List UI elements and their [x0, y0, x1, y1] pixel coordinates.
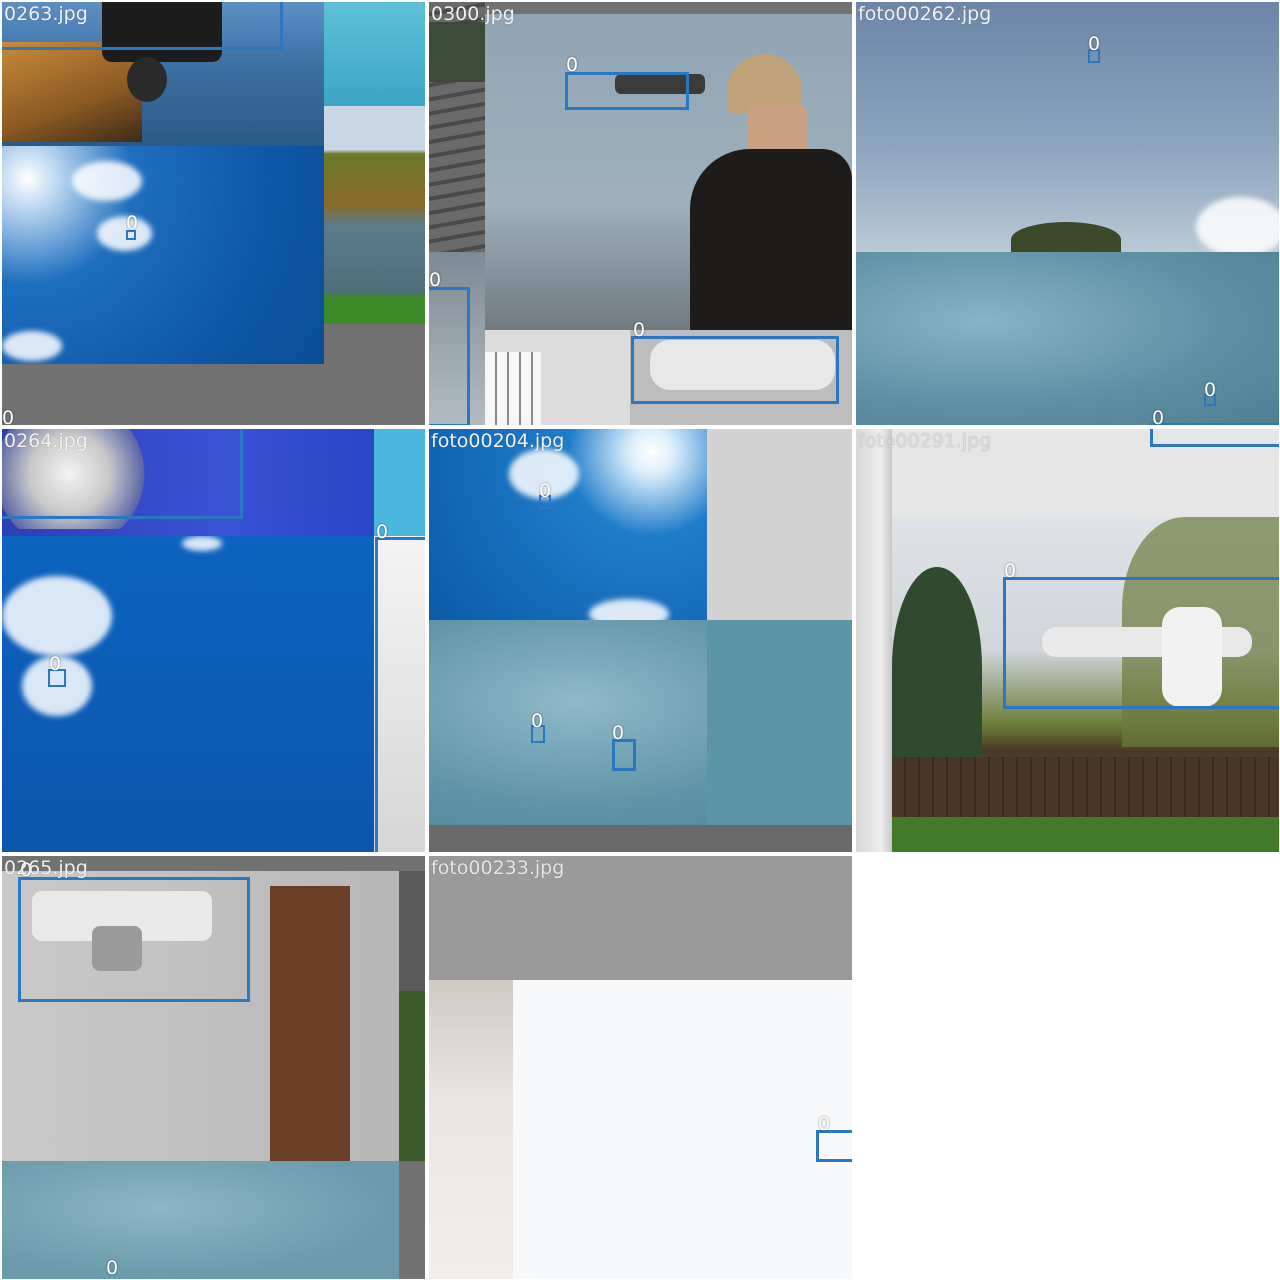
- mosaic-tile-foto00204: 0 0 0 foto00204.jpg: [429, 429, 852, 852]
- mosaic-tile-0300: 0 0 0 0300.jpg: [429, 2, 852, 425]
- detection-box: [375, 537, 425, 852]
- class-label: 0: [1004, 560, 1017, 582]
- detection-box: [2, 429, 243, 519]
- class-label: 0: [531, 710, 544, 732]
- tile-filename: foto00291.jpg: [858, 430, 992, 452]
- tile-filename: 0263.jpg: [4, 3, 88, 25]
- detection-box: [2, 2, 283, 50]
- sun-sky-image: [429, 429, 707, 620]
- bright-sky-image: [513, 980, 852, 1279]
- grey-pad: [429, 825, 852, 852]
- class-label: 0: [539, 480, 552, 502]
- detection-box: [539, 495, 551, 509]
- mosaic-tile-0264: 0 0 0264.jpg: [2, 429, 425, 852]
- person-flying-drone-image: [485, 14, 852, 330]
- class-label: 0: [633, 319, 646, 341]
- class-label: 0: [1088, 33, 1101, 55]
- cloudy-sky-image: [856, 252, 1279, 425]
- tile-filename: foto00233.jpg: [431, 857, 565, 879]
- blue-sky-image: [2, 146, 324, 364]
- wall-strip-image: [856, 429, 892, 852]
- class-label: 0: [376, 521, 389, 543]
- detection-box: [565, 72, 689, 110]
- mosaic-tile-0263: 0 0 0263.jpg: [2, 2, 425, 425]
- class-label: 0: [20, 859, 33, 881]
- detection-box: [816, 1130, 852, 1162]
- grey-pad: [707, 429, 852, 620]
- detection-box: [126, 230, 136, 240]
- mosaic-tile-0265: 0 0 0265.jpg: [2, 856, 425, 1279]
- sky-strip-image: [324, 2, 425, 106]
- tile-filename: foto00262.jpg: [858, 3, 992, 25]
- class-label: 0: [566, 54, 579, 76]
- tile-filename: 0300.jpg: [431, 3, 515, 25]
- river-image: [324, 106, 425, 324]
- detection-box: [1003, 577, 1279, 709]
- class-label: 0: [612, 722, 625, 744]
- blue-sky-image: [2, 536, 374, 852]
- class-label: 0: [1204, 379, 1217, 401]
- indoor-drone-image: [2, 871, 399, 1161]
- white-drone-image: [630, 330, 852, 425]
- tile-filename: 0265.jpg: [4, 857, 88, 879]
- cloudy-sky-image: [2, 1161, 399, 1279]
- window-image: [485, 330, 630, 425]
- mosaic-tile-foto00233: 0 foto00233.jpg: [429, 856, 852, 1279]
- sky-image: [856, 2, 1279, 252]
- detection-box: [429, 287, 470, 425]
- dark-pad: [399, 871, 425, 991]
- detection-box: [1088, 49, 1100, 63]
- class-label: 0: [429, 269, 442, 291]
- floor-image: [429, 980, 513, 1279]
- detection-box: [612, 739, 636, 771]
- tile-filename: 0264.jpg: [4, 430, 88, 452]
- detection-box: [1150, 429, 1279, 447]
- detection-box: [1204, 394, 1216, 406]
- detection-box: [48, 669, 66, 687]
- deck-image: [429, 2, 485, 252]
- sky-strip-image: [374, 429, 425, 536]
- foliage-image: [399, 991, 425, 1161]
- detection-box: [18, 877, 250, 1002]
- class-label: 0: [126, 212, 139, 234]
- detection-box: [1150, 423, 1279, 425]
- mosaic-tile-foto00262: 0 0 0 foto00262.jpg: [856, 2, 1279, 425]
- class-label: 0: [1152, 407, 1165, 425]
- tile-filename: foto00204.jpg: [431, 430, 565, 452]
- class-label: 0: [106, 1257, 119, 1279]
- class-label: 0: [2, 407, 15, 425]
- white-drone-image: [374, 536, 425, 852]
- blur-image: [429, 252, 485, 425]
- detection-box: [531, 725, 545, 743]
- seascape-image: [2, 2, 324, 146]
- detection-box: [631, 336, 839, 404]
- class-label: 0: [1152, 429, 1164, 431]
- mosaic-tile-foto00291: 0 0 foto00291.jpg: [856, 429, 1279, 852]
- cloudy-sky-image: [429, 620, 852, 825]
- class-label: 0: [818, 1113, 831, 1135]
- class-label: 0: [49, 653, 62, 675]
